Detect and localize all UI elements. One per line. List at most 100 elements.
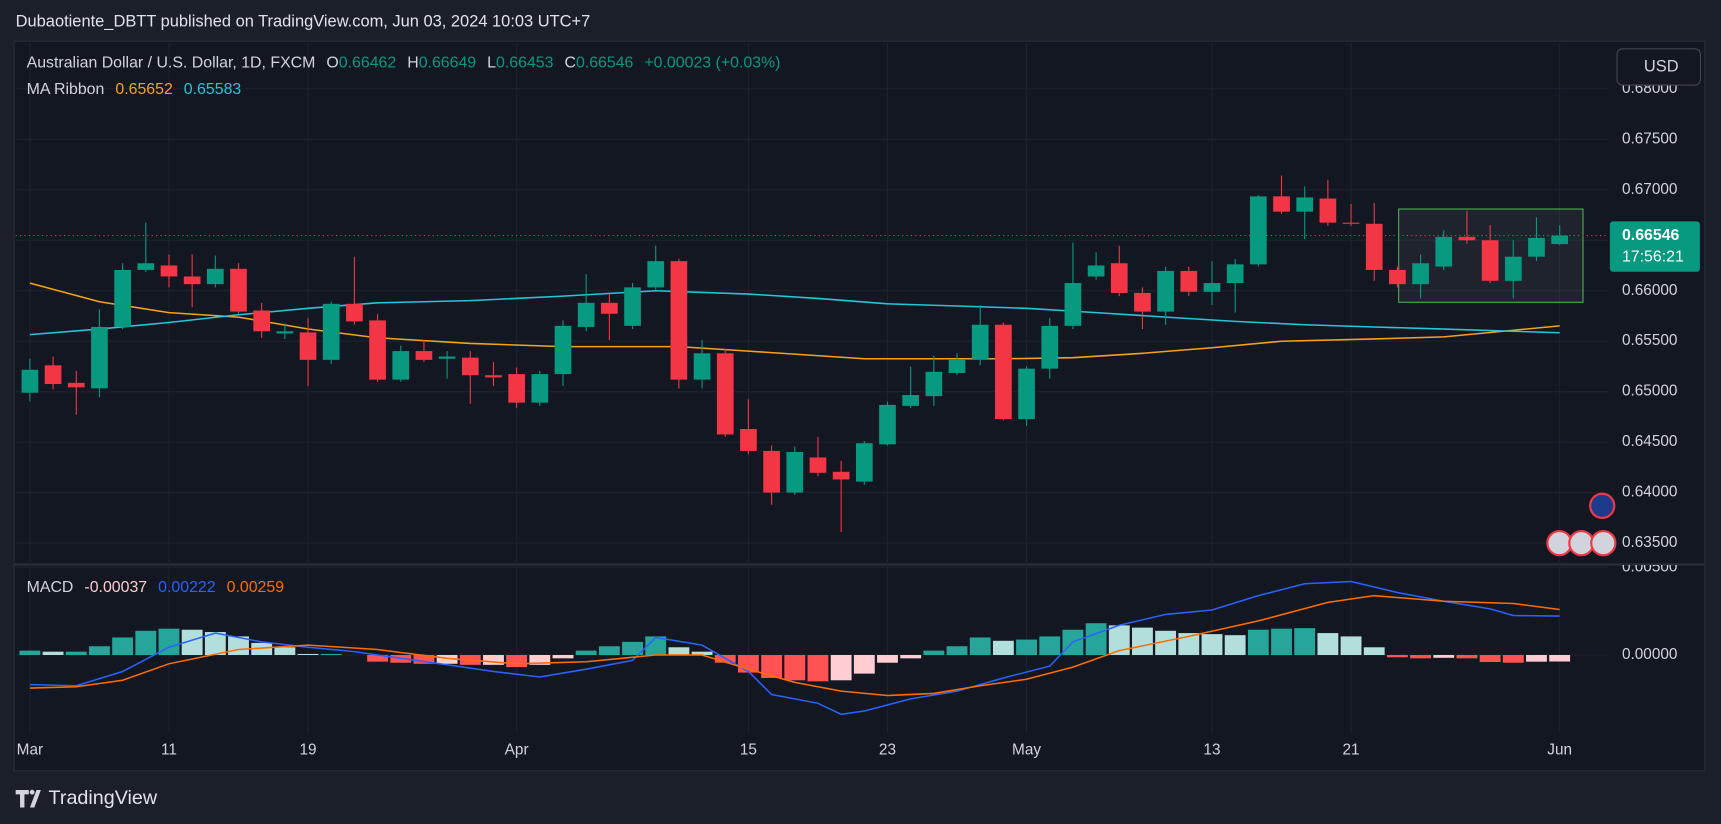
histogram-bar xyxy=(506,655,528,668)
x-tick-label: 11 xyxy=(161,742,177,759)
x-tick-label: 23 xyxy=(879,742,896,759)
x-tick-label: 13 xyxy=(1203,742,1220,759)
histogram-bar xyxy=(158,628,180,656)
ohlc-value: 0.66546 xyxy=(576,55,634,72)
header: Dubaotiente_DBTT published on TradingVie… xyxy=(16,12,591,30)
time-axis: Mar 11 19 Apr 15 23 May 13 21 Jun xyxy=(17,742,1572,759)
histogram-bar xyxy=(1155,630,1177,656)
y-tick-label: 0.66000 xyxy=(1622,282,1678,299)
candle-body xyxy=(322,303,340,360)
candle-body xyxy=(438,356,456,359)
x-tick-label: 19 xyxy=(299,742,316,759)
ohlc-key: L xyxy=(487,55,496,72)
histogram-bar xyxy=(436,655,458,664)
macd-name: MACD xyxy=(27,579,74,596)
histogram-bar xyxy=(575,650,597,656)
histogram-bar xyxy=(413,655,435,664)
candle-body xyxy=(1342,222,1360,224)
x-tick-label: 21 xyxy=(1343,742,1360,759)
button-label[interactable]: USD xyxy=(1644,57,1679,75)
x-tick-label: Mar xyxy=(17,742,43,759)
event-icon[interactable] xyxy=(1568,529,1595,557)
price-label: 0.66546 17:56:21 xyxy=(1609,221,1700,272)
candle-body xyxy=(693,353,711,380)
histogram-bar xyxy=(877,655,898,663)
histogram-bar xyxy=(807,655,829,682)
price-label-box xyxy=(1609,221,1700,272)
ohlc-key: O xyxy=(326,55,338,72)
histogram-bar xyxy=(691,651,713,656)
candle-body xyxy=(1504,256,1522,281)
candle-body xyxy=(1273,196,1290,212)
candle-body xyxy=(230,268,247,312)
histogram-value: -0.00037 xyxy=(84,579,147,596)
histogram-bar xyxy=(1224,635,1246,656)
candle-body xyxy=(577,302,595,327)
candle-body xyxy=(995,324,1012,420)
histogram-bar xyxy=(1085,623,1107,656)
histogram-bar xyxy=(946,646,968,656)
ohlc-key: H xyxy=(407,55,418,72)
histogram-bar xyxy=(1526,655,1547,662)
histogram-bar xyxy=(274,647,296,656)
candle-body xyxy=(369,320,386,380)
candle-body xyxy=(1389,269,1406,285)
candle-body xyxy=(925,371,943,397)
y-tick-label: 0.00500 xyxy=(1622,558,1678,575)
button-frame[interactable] xyxy=(1616,48,1701,86)
indicator-line xyxy=(29,580,1560,716)
candle-body xyxy=(392,351,410,380)
histogram-bar xyxy=(1271,628,1292,656)
candle-body xyxy=(971,324,989,360)
candle-body xyxy=(206,268,224,285)
histogram-bar xyxy=(1132,627,1153,656)
candle-body xyxy=(948,359,966,373)
candle-body xyxy=(832,471,850,480)
candle-body xyxy=(415,351,433,360)
candle-body xyxy=(1157,270,1174,312)
event-icon[interactable] xyxy=(1590,529,1617,557)
x-tick-label: Jun xyxy=(1547,742,1572,759)
footer: TradingView xyxy=(15,787,158,809)
candle-body xyxy=(670,261,688,380)
currency-button[interactable]: USD xyxy=(1616,48,1701,86)
histogram-bar xyxy=(645,636,667,656)
event-icon[interactable] xyxy=(1589,492,1616,519)
candle-body xyxy=(1528,237,1545,257)
symbol-legend: Australian Dollar / U.S. Dollar, 1D, FXC… xyxy=(27,55,781,72)
price-label-value: 0.66546 xyxy=(1622,227,1680,244)
histogram-bar xyxy=(1479,655,1501,663)
candle-body xyxy=(1087,265,1105,277)
price-label-countdown: 17:56:21 xyxy=(1622,249,1684,266)
y-tick-label: 0.67500 xyxy=(1622,130,1678,147)
candle-body xyxy=(346,303,363,322)
histogram-bar xyxy=(1433,655,1455,658)
y-tick-label: 0.65000 xyxy=(1622,383,1678,400)
logo-text: TradingView xyxy=(49,787,158,809)
x-tick-label: May xyxy=(1012,742,1041,759)
histogram-bar xyxy=(969,637,991,656)
ohlc-key: C xyxy=(564,55,575,72)
ohlc-value: 0.66649 xyxy=(419,55,477,72)
histogram-bar xyxy=(1502,655,1524,663)
histogram-bar xyxy=(89,646,110,656)
candle-body xyxy=(253,310,271,332)
y-tick-label: 0.63500 xyxy=(1622,534,1678,551)
candle-body xyxy=(1435,236,1453,267)
y-tick-label: 0.67000 xyxy=(1622,181,1678,198)
candle-body xyxy=(485,375,502,378)
histogram-bar xyxy=(65,651,87,656)
histogram-bar xyxy=(529,655,551,665)
candle-body xyxy=(160,265,178,277)
histogram-bar xyxy=(42,651,64,656)
event-icon[interactable] xyxy=(1546,529,1573,557)
candle-body xyxy=(554,325,572,375)
candle-body xyxy=(647,261,665,288)
histogram-bar xyxy=(1340,636,1362,656)
histogram-bar xyxy=(1178,633,1200,656)
logo-dot xyxy=(29,789,35,795)
histogram-bar xyxy=(830,655,852,681)
macd-axis: 0.00500 0.00000 xyxy=(1622,558,1678,663)
candle-body xyxy=(1134,292,1151,312)
histogram-bar xyxy=(1016,639,1037,656)
